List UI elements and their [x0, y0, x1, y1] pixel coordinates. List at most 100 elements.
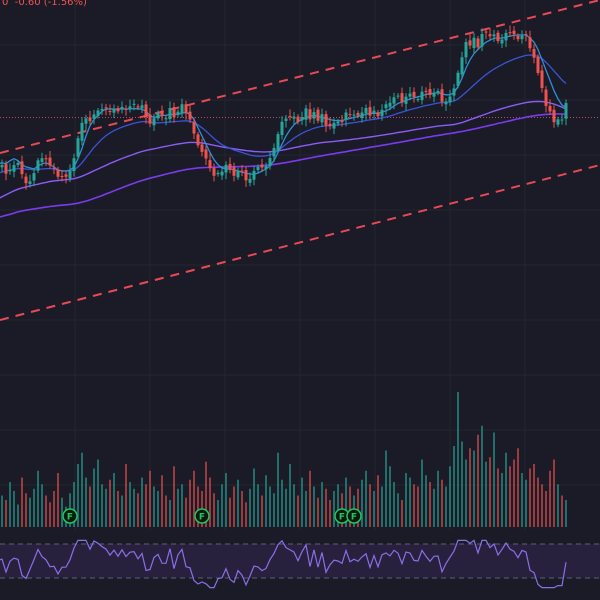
candle-body [448, 96, 452, 103]
candle-body [88, 117, 92, 122]
candle-body [404, 96, 408, 104]
volume-bar [389, 466, 391, 527]
dividend-marker-circle[interactable] [346, 508, 362, 524]
candle-body [464, 42, 468, 58]
volume-bar [549, 470, 551, 527]
volume-bar [477, 434, 479, 527]
volume-bar [361, 479, 363, 527]
candle-body [132, 103, 136, 105]
volume-bar [449, 466, 451, 527]
candle-body [188, 111, 192, 120]
candle-body [468, 40, 472, 46]
volume-bar [533, 464, 535, 527]
candle-body [232, 167, 236, 176]
volume-bar [565, 500, 567, 527]
candle-body [508, 32, 512, 34]
trend-channel [0, 0, 600, 321]
candle-body [544, 89, 548, 106]
dividend-marker-label: F [67, 513, 73, 523]
candle-body [92, 114, 96, 119]
candle-body [344, 112, 348, 120]
candle-body [332, 122, 336, 129]
volume-bar [405, 473, 407, 527]
volume-bar [257, 484, 259, 527]
rsi-line [0, 539, 567, 589]
volume-bar [205, 461, 207, 527]
volume-bar [153, 486, 155, 527]
candle-body [8, 170, 12, 172]
candle-body [96, 110, 100, 117]
volume-bar [513, 459, 515, 527]
candle-body [220, 171, 224, 176]
candle-body [492, 34, 496, 37]
candle-body [52, 167, 56, 169]
volume-bar [545, 491, 547, 527]
ma-fast-line [0, 34, 567, 175]
volume-bar [181, 484, 183, 527]
moving-averages [0, 34, 567, 218]
volume-bar [113, 473, 115, 527]
volume-bar [537, 477, 539, 527]
candle-body [488, 34, 492, 37]
candle-body [80, 122, 84, 141]
volume-bar [165, 495, 167, 527]
candle-body [456, 72, 460, 86]
candle-body [432, 92, 436, 97]
volume-bar [77, 464, 79, 527]
candle-body [320, 114, 324, 123]
candle-body [496, 32, 500, 42]
dividend-marker-circle[interactable] [194, 508, 210, 524]
volume-bar [469, 448, 471, 527]
volume-bar [485, 461, 487, 527]
volume-bar [329, 500, 331, 527]
candle-body [300, 117, 304, 121]
candle-body [184, 104, 188, 114]
volume-bar [377, 475, 379, 527]
volume-bar [457, 392, 459, 527]
candle-body [252, 170, 256, 180]
volume-bar [273, 493, 275, 527]
candle-body [316, 109, 320, 121]
volume-bar [301, 477, 303, 527]
volume-bar [9, 482, 11, 527]
candle-body [176, 111, 180, 115]
volume-bar [177, 488, 179, 527]
volume-bar [85, 477, 87, 527]
candle-body [440, 89, 444, 102]
dividend-marker-label: F [351, 513, 357, 523]
volume-bar [337, 484, 339, 527]
volume-bar [369, 484, 371, 527]
volume-bar [237, 479, 239, 527]
dividend-marker-label: F [339, 513, 345, 523]
candle-body [500, 39, 504, 44]
candle-body [68, 171, 72, 179]
volume-bar [541, 484, 543, 527]
candle-body [112, 109, 116, 113]
volume-bar [421, 459, 423, 527]
candle-body [368, 107, 372, 116]
candle-body [524, 34, 528, 36]
candle-body [228, 164, 232, 170]
candle-body [340, 120, 344, 123]
volume-bar [325, 488, 327, 527]
candle-body [272, 147, 276, 157]
volume-bar [373, 491, 375, 527]
volume-bar [17, 504, 19, 527]
volume-bar [521, 473, 523, 527]
candle-body [540, 70, 544, 88]
dividend-marker-circle[interactable] [62, 508, 78, 524]
volume-bar [129, 482, 131, 527]
candle-body [276, 134, 280, 151]
volume-bar [385, 450, 387, 527]
volume-bar [293, 484, 295, 527]
volume-bar [57, 473, 59, 527]
volume-bar [413, 484, 415, 527]
candle-body [256, 166, 260, 170]
candle-body [388, 102, 392, 107]
candle-body [516, 35, 520, 40]
candle-body [392, 97, 396, 104]
volume-bar [289, 464, 291, 527]
volume-bar [93, 468, 95, 527]
